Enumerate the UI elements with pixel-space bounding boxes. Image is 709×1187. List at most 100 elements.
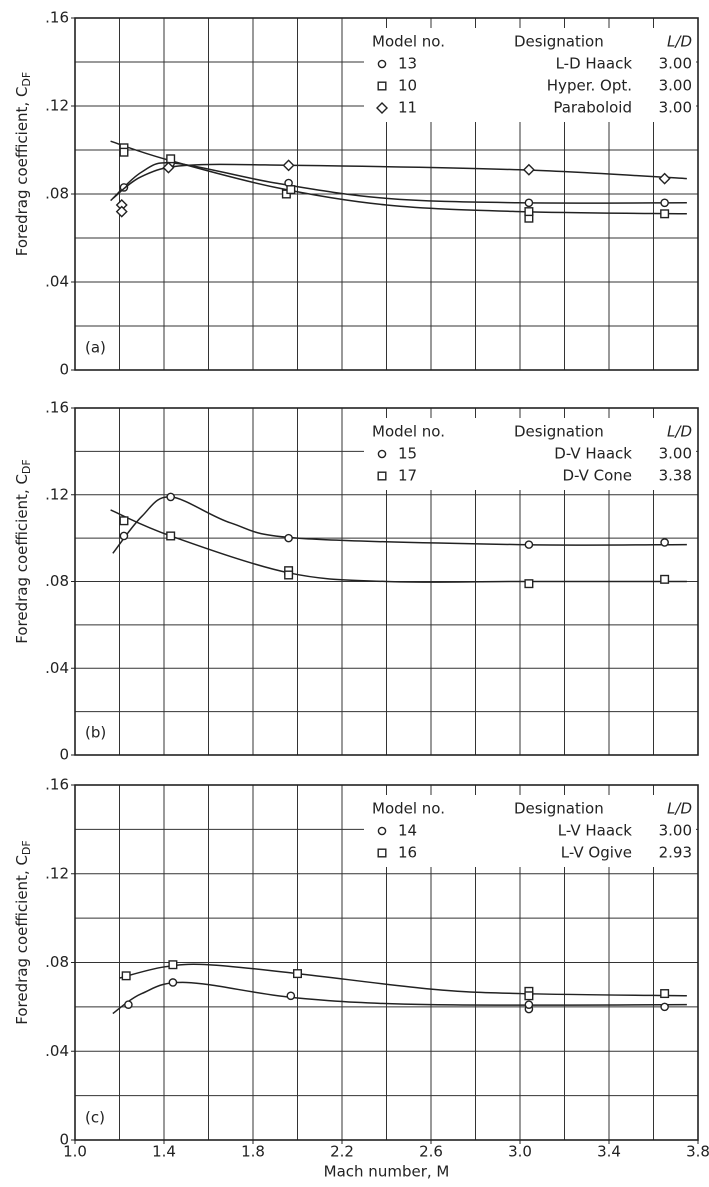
data-point	[162, 161, 175, 174]
legend-label: 14	[398, 822, 417, 840]
y-axis-label-text: Foredrag coefficient, C	[13, 87, 31, 257]
x-tick-label: 2.6	[419, 1143, 443, 1161]
y-axis-label-sub: DF	[20, 840, 33, 855]
data-point	[524, 540, 534, 549]
legend-designation: L-D Haack	[556, 55, 633, 73]
y-axis-label-sub: DF	[20, 72, 33, 87]
data-point	[284, 570, 294, 580]
data-point	[658, 172, 671, 185]
y-tick-label: .08	[45, 572, 69, 590]
legend-designation: Paraboloid	[553, 99, 632, 117]
data-point	[286, 185, 296, 195]
data-point	[121, 971, 131, 981]
panel: 0 .04 .08 .12 .16 Foredrag coefficient, CDF (a…	[13, 9, 699, 379]
legend-ld: 3.00	[659, 445, 692, 463]
y-tick-label: .12	[45, 485, 69, 503]
y-tick-label: .04	[45, 273, 69, 291]
y-tick-label: .16	[45, 776, 69, 794]
y-tick-label: .12	[45, 97, 69, 115]
legend-marker	[376, 102, 388, 114]
legend-marker	[377, 449, 387, 459]
data-point	[166, 531, 176, 541]
y-axis-label-text: Foredrag coefficient, C	[13, 474, 31, 644]
legend-marker	[377, 81, 387, 91]
legend-box	[364, 418, 696, 490]
y-tick-label: 0	[59, 746, 69, 764]
data-point	[660, 1002, 669, 1012]
y-tick-label: .08	[45, 953, 69, 971]
data-point	[524, 198, 534, 208]
legend-header: Model no.	[372, 33, 445, 51]
y-tick-label: .04	[45, 659, 69, 677]
legend-ld: 3.00	[659, 77, 692, 95]
legend-label: 13	[398, 55, 417, 73]
x-tick-label: 3.4	[597, 1143, 621, 1161]
data-point	[660, 989, 670, 999]
legend-ld: 3.00	[659, 99, 692, 117]
data-point	[168, 960, 178, 970]
data-point	[115, 205, 128, 218]
data-point	[660, 538, 669, 547]
panel: 0 .04 .08 .12 .16 Foredrag coefficient, CDF (b…	[13, 399, 699, 764]
x-tick-label: 3.0	[508, 1143, 532, 1161]
x-tick-label: 1.0	[63, 1143, 87, 1161]
y-axis-label: Foredrag coefficient, CDF	[13, 459, 34, 644]
y-tick-label: .12	[45, 864, 69, 882]
legend-marker	[377, 59, 387, 69]
legend-marker	[377, 848, 387, 858]
legend-header: Designation	[514, 33, 604, 51]
legend-label: 10	[398, 77, 417, 95]
fairing-curve	[110, 162, 687, 204]
y-tick-label: .08	[45, 185, 69, 203]
data-point	[293, 969, 303, 979]
legend-label: 16	[398, 844, 417, 862]
data-point	[284, 533, 293, 543]
data-point	[168, 978, 178, 987]
fairing-curve	[112, 163, 687, 199]
data-point	[119, 531, 129, 541]
data-point	[524, 207, 534, 217]
data-point	[660, 209, 670, 219]
y-tick-label: .16	[45, 399, 69, 417]
legend-label: 11	[398, 99, 417, 117]
legend-ld: 3.38	[659, 467, 692, 485]
data-point	[660, 198, 669, 208]
y-tick-label: .16	[45, 9, 69, 27]
fairing-curve	[110, 140, 687, 215]
legend-label: 15	[398, 445, 417, 463]
fairing-curve	[110, 509, 687, 583]
panel-label: (c)	[85, 1109, 105, 1127]
legend-marker	[377, 471, 387, 481]
legend-designation: D-V Cone	[563, 467, 633, 485]
data-point	[524, 1000, 534, 1009]
x-tick-label: 3.8	[686, 1143, 709, 1161]
y-axis-label-sub: DF	[20, 459, 33, 474]
data-point	[524, 579, 534, 589]
panel: 0 .04 .08 .12 .16 1.0 1.4 1.8 2.2 2.6 3.0 3.4 3.8 Mac…	[13, 776, 709, 1181]
legend-header: L/D	[667, 800, 692, 818]
fairing-curve	[112, 496, 687, 554]
legend-designation: L-V Ogive	[561, 844, 632, 862]
legend-ld: 3.00	[659, 55, 692, 73]
panel-label: (b)	[85, 724, 106, 742]
y-axis-label: Foredrag coefficient, CDF	[13, 840, 34, 1025]
data-point	[166, 492, 175, 502]
x-axis-label: Mach number, M	[324, 1163, 450, 1181]
legend-box	[364, 28, 696, 122]
y-tick-label: .04	[45, 1042, 69, 1060]
legend-designation: D-V Haack	[554, 445, 632, 463]
data-point	[660, 574, 670, 584]
legend-label: 17	[398, 467, 417, 485]
y-axis-label: Foredrag coefficient, CDF	[13, 72, 34, 257]
fairing-curve	[119, 963, 687, 997]
data-point	[286, 991, 296, 1001]
legend-marker	[377, 826, 387, 836]
x-tick-label: 1.4	[152, 1143, 176, 1161]
fairing-curve	[112, 981, 687, 1015]
data-point	[522, 163, 535, 176]
x-tick-label: 2.2	[330, 1143, 354, 1161]
legend-header: L/D	[667, 423, 692, 441]
panel-label: (a)	[85, 339, 106, 357]
legend-ld: 2.93	[659, 844, 692, 862]
